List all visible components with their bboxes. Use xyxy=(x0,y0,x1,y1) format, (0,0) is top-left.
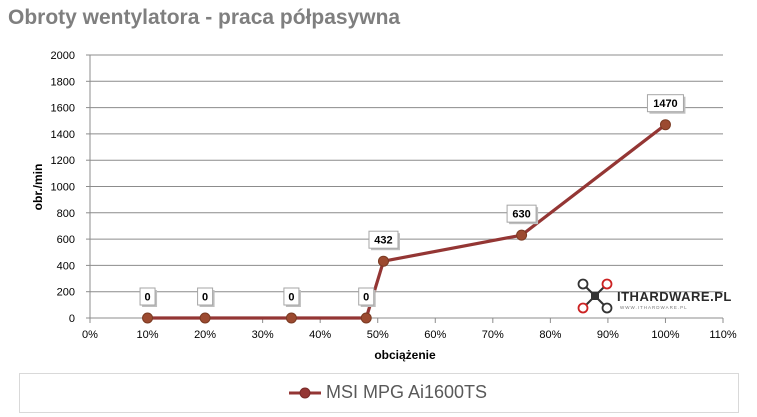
data-labels: 0 0 0 0 432 630 1470 xyxy=(139,94,686,307)
data-label-box xyxy=(197,287,214,306)
legend-entry: MSI MPG Ai1600TS xyxy=(288,382,487,403)
data-point xyxy=(199,312,211,324)
x-tick-label: 60% xyxy=(424,329,446,341)
x-tick-label: 30% xyxy=(252,329,274,341)
tick-labels: 0 200 400 600 800 1000 1200 1400 1600 1800 2000 0% 1… xyxy=(51,50,737,341)
y-tick-label: 1800 xyxy=(51,76,75,88)
data-point xyxy=(360,312,372,324)
data-label-box xyxy=(646,94,684,113)
axes xyxy=(86,54,724,323)
data-label-box xyxy=(368,230,399,249)
y-tick-label: 1600 xyxy=(51,103,75,115)
x-axis-title: obciążenie xyxy=(374,348,436,362)
data-point xyxy=(377,255,389,267)
data-label-box xyxy=(506,204,537,223)
drone-icon xyxy=(577,278,613,314)
y-tick-label: 1400 xyxy=(51,129,75,141)
watermark-text: ITHARDWARE.PL xyxy=(617,289,732,304)
x-tick-label: 100% xyxy=(651,329,679,341)
data-label-box xyxy=(283,287,300,306)
y-tick-label: 600 xyxy=(57,234,75,246)
y-tick-label: 2000 xyxy=(51,50,75,62)
legend: MSI MPG Ai1600TS xyxy=(19,373,739,413)
y-tick-label: 400 xyxy=(57,260,75,272)
data-point xyxy=(285,312,297,324)
x-tick-label: 10% xyxy=(137,329,159,341)
data-label: 0 xyxy=(288,292,294,304)
data-label: 0 xyxy=(363,292,369,304)
data-point xyxy=(516,229,528,241)
data-label: 432 xyxy=(374,235,392,247)
x-tick-label: 110% xyxy=(709,329,737,341)
data-label: 1470 xyxy=(653,98,677,110)
x-tick-label: 20% xyxy=(194,329,216,341)
x-tick-label: 90% xyxy=(597,329,619,341)
x-tick-label: 50% xyxy=(367,329,389,341)
data-label: 0 xyxy=(202,292,208,304)
y-tick-label: 800 xyxy=(57,208,75,220)
grid-lines xyxy=(90,54,723,293)
y-axis-title: obr./min xyxy=(31,164,45,211)
x-tick-label: 40% xyxy=(309,329,331,341)
x-tick-label: 70% xyxy=(482,329,504,341)
data-points xyxy=(142,119,671,324)
x-tick-label: 80% xyxy=(539,329,561,341)
legend-swatch xyxy=(289,387,321,398)
data-label-box xyxy=(358,287,375,306)
y-tick-label: 1000 xyxy=(51,182,75,194)
data-point xyxy=(659,119,671,131)
data-label-box xyxy=(139,287,156,306)
legend-label: MSI MPG Ai1600TS xyxy=(326,382,488,402)
y-tick-label: 200 xyxy=(57,287,75,299)
watermark: ITHARDWARE.PL WWW.ITHARDWARE.PL xyxy=(577,278,732,314)
chart-title: Obroty wentylatora - praca półpasywna xyxy=(8,6,401,29)
data-label: 0 xyxy=(144,292,150,304)
data-label: 630 xyxy=(512,209,530,221)
data-point xyxy=(142,312,154,324)
y-tick-label: 1200 xyxy=(51,155,75,167)
y-tick-label: 0 xyxy=(69,313,75,325)
x-tick-label: 0% xyxy=(82,329,98,341)
watermark-subtext: WWW.ITHARDWARE.PL xyxy=(620,305,688,310)
